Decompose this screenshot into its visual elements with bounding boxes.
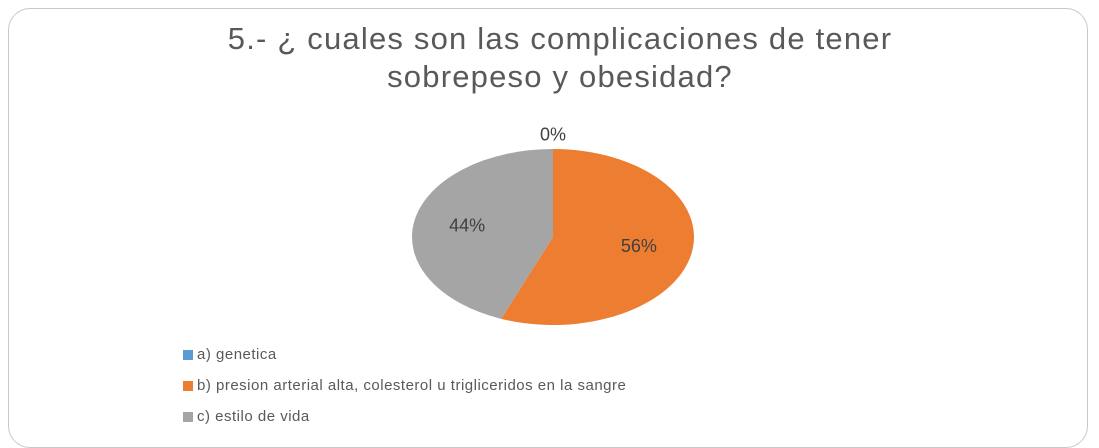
chart-title: 5.- ¿ cuales son las complicaciones de t… <box>227 21 893 94</box>
pie-slice <box>501 149 694 325</box>
legend-swatch <box>183 412 193 422</box>
legend-swatch <box>183 350 193 360</box>
legend-label: c) estilo de vida <box>197 408 310 425</box>
data-label: 0% <box>540 125 566 145</box>
pie-slice <box>411 149 553 319</box>
legend-label: a) genetica <box>197 346 277 363</box>
page: {"chart_data": {"type": "pie", "title": … <box>8 8 1088 448</box>
legend-swatch <box>183 381 193 391</box>
data-label: 44% <box>449 216 485 236</box>
legend-label: b) presion arterial alta, colesterol u t… <box>197 377 626 394</box>
chart: 0% 56% 44% a) genetica b) presion arterial a… <box>183 125 694 425</box>
data-label: 56% <box>621 236 657 256</box>
